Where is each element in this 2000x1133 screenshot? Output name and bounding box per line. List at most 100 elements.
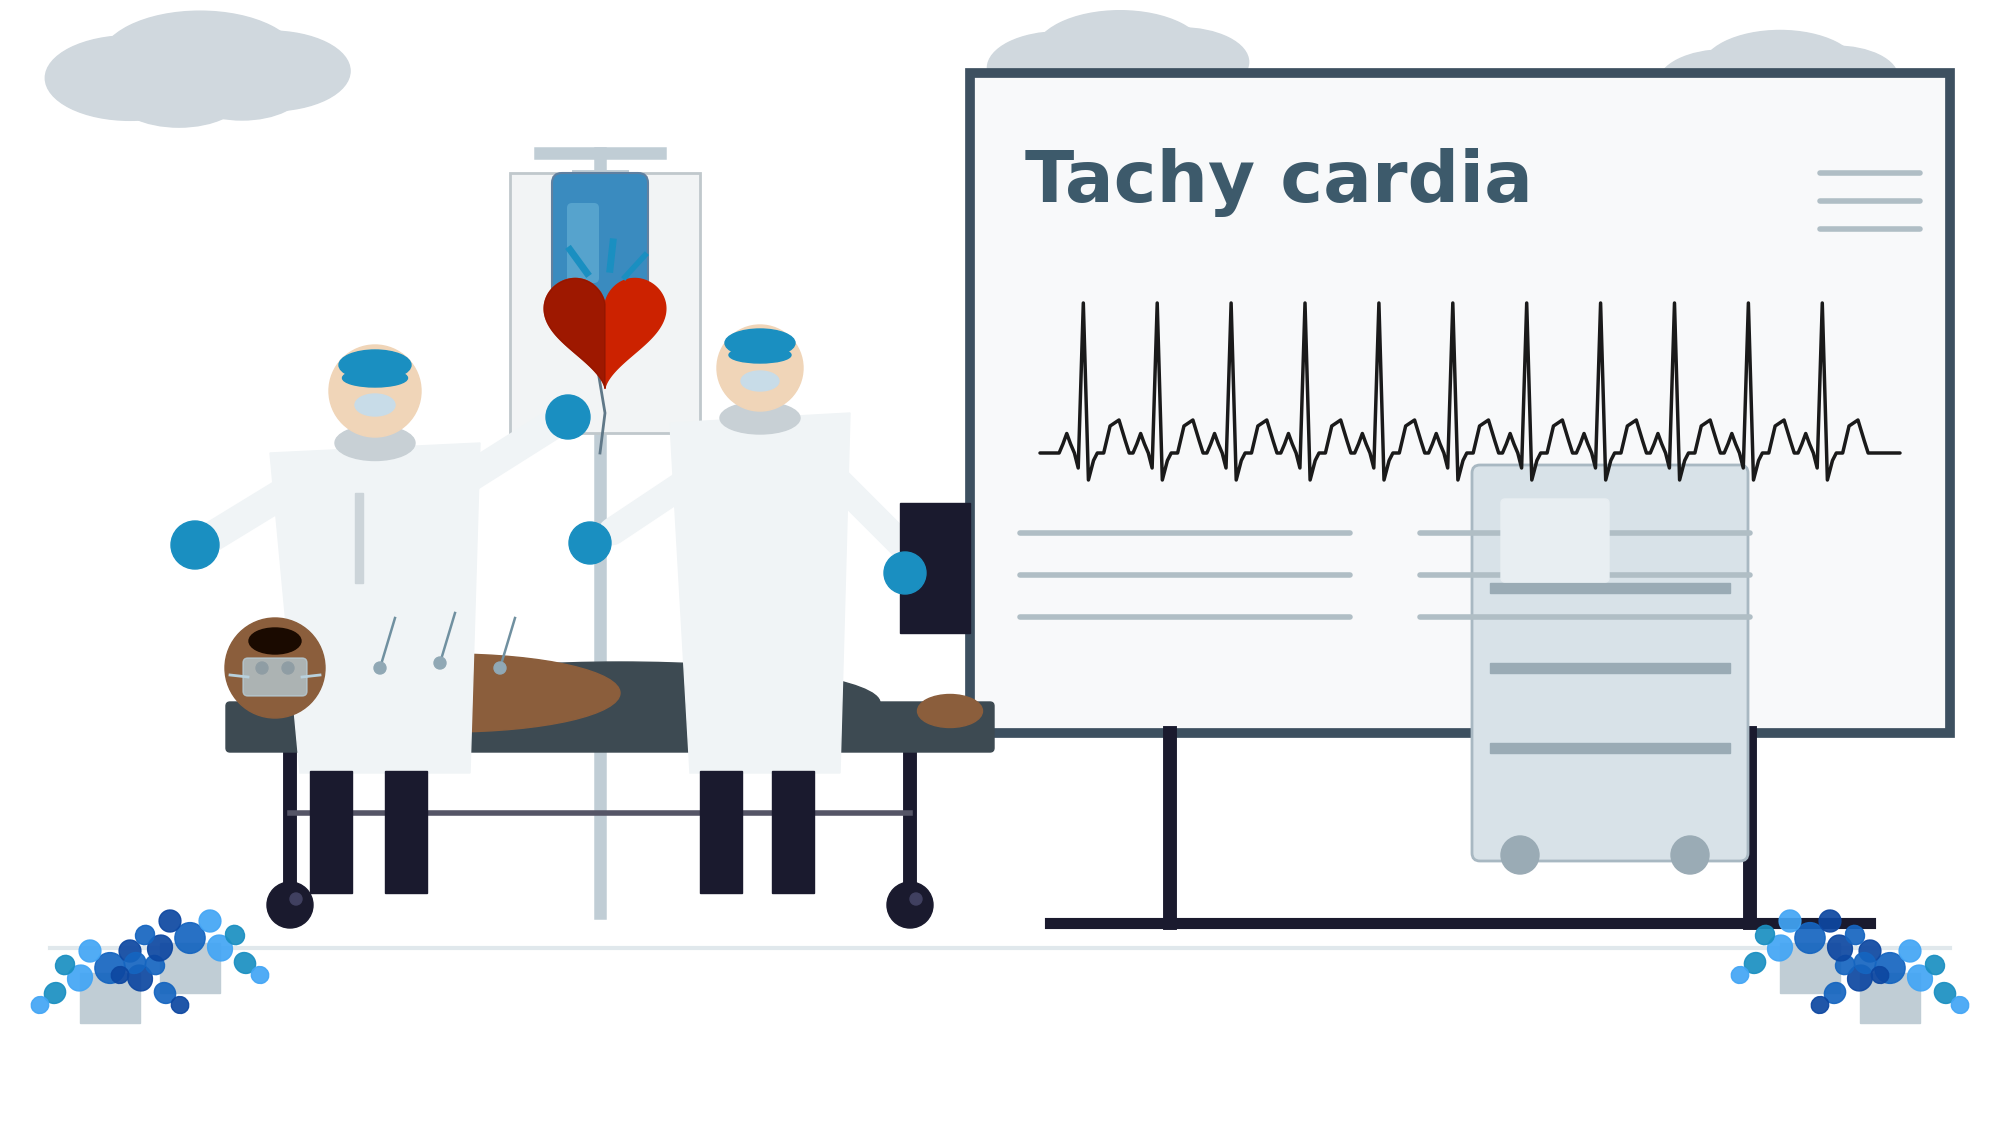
Circle shape: [494, 662, 506, 674]
Polygon shape: [900, 503, 970, 633]
Bar: [700, 770, 742, 893]
Ellipse shape: [248, 628, 300, 654]
Ellipse shape: [112, 966, 128, 983]
Ellipse shape: [1812, 997, 1828, 1014]
Ellipse shape: [154, 982, 176, 1004]
FancyArrowPatch shape: [212, 485, 298, 537]
Ellipse shape: [1780, 910, 1800, 932]
FancyBboxPatch shape: [1502, 499, 1610, 582]
Ellipse shape: [1926, 955, 1944, 974]
Ellipse shape: [1764, 68, 1862, 116]
Ellipse shape: [56, 955, 74, 974]
Bar: [384, 770, 428, 893]
Circle shape: [290, 893, 302, 905]
Ellipse shape: [280, 654, 620, 732]
Circle shape: [256, 662, 268, 674]
Ellipse shape: [1846, 926, 1864, 945]
Ellipse shape: [190, 31, 350, 111]
Ellipse shape: [1836, 955, 1854, 974]
Circle shape: [546, 395, 590, 438]
Circle shape: [374, 662, 386, 674]
Ellipse shape: [100, 11, 300, 111]
Bar: [160, 943, 220, 993]
FancyArrowPatch shape: [612, 475, 698, 531]
Ellipse shape: [360, 662, 880, 744]
Bar: [1860, 973, 1920, 1023]
Ellipse shape: [918, 695, 982, 727]
Ellipse shape: [146, 955, 164, 974]
Polygon shape: [544, 279, 666, 389]
FancyBboxPatch shape: [568, 203, 600, 283]
Ellipse shape: [1908, 965, 1932, 991]
Ellipse shape: [172, 997, 188, 1014]
Bar: [1490, 663, 1730, 673]
Circle shape: [888, 881, 932, 928]
Ellipse shape: [1848, 965, 1872, 991]
Polygon shape: [544, 279, 604, 389]
Ellipse shape: [1794, 922, 1826, 953]
Ellipse shape: [1872, 966, 1888, 983]
Ellipse shape: [32, 997, 48, 1014]
Ellipse shape: [1046, 54, 1158, 110]
FancyBboxPatch shape: [510, 173, 700, 433]
Ellipse shape: [342, 369, 408, 387]
Ellipse shape: [1768, 935, 1792, 961]
Ellipse shape: [1756, 926, 1774, 945]
Circle shape: [910, 893, 922, 905]
Ellipse shape: [1900, 940, 1920, 962]
Bar: [310, 770, 352, 893]
Circle shape: [328, 346, 420, 437]
Circle shape: [570, 522, 612, 564]
Ellipse shape: [1712, 70, 1814, 121]
Ellipse shape: [234, 953, 256, 973]
Ellipse shape: [1112, 27, 1248, 96]
FancyArrowPatch shape: [832, 475, 918, 561]
Ellipse shape: [252, 966, 268, 983]
Ellipse shape: [720, 402, 800, 434]
Bar: [1780, 943, 1840, 993]
Ellipse shape: [208, 935, 232, 961]
FancyArrowPatch shape: [462, 425, 552, 482]
Circle shape: [884, 552, 926, 594]
Ellipse shape: [1772, 46, 1898, 109]
Circle shape: [1500, 836, 1540, 874]
Bar: [1490, 743, 1730, 753]
Circle shape: [716, 325, 804, 411]
Ellipse shape: [340, 350, 412, 380]
Ellipse shape: [1854, 953, 1876, 973]
FancyBboxPatch shape: [226, 702, 994, 752]
Bar: [80, 973, 140, 1023]
Ellipse shape: [180, 59, 304, 120]
Circle shape: [434, 657, 446, 668]
Ellipse shape: [1732, 966, 1748, 983]
FancyBboxPatch shape: [552, 173, 648, 303]
Ellipse shape: [44, 982, 66, 1004]
Ellipse shape: [1952, 997, 1968, 1014]
Text: Tachy cardia: Tachy cardia: [1024, 148, 1532, 218]
Ellipse shape: [174, 922, 206, 953]
Circle shape: [282, 662, 294, 674]
Ellipse shape: [1702, 31, 1858, 109]
Polygon shape: [270, 443, 480, 773]
Polygon shape: [670, 414, 850, 773]
Ellipse shape: [46, 35, 214, 120]
Ellipse shape: [114, 62, 244, 127]
Ellipse shape: [1820, 910, 1840, 932]
Ellipse shape: [1874, 953, 1906, 983]
Ellipse shape: [68, 965, 92, 991]
Ellipse shape: [1828, 935, 1852, 961]
Ellipse shape: [148, 935, 172, 961]
Bar: [772, 770, 814, 893]
Ellipse shape: [728, 347, 792, 363]
Ellipse shape: [1934, 982, 1956, 1004]
FancyBboxPatch shape: [244, 658, 308, 696]
Ellipse shape: [336, 426, 416, 460]
Circle shape: [1672, 836, 1710, 874]
Bar: [1490, 583, 1730, 593]
Ellipse shape: [136, 926, 154, 945]
FancyBboxPatch shape: [970, 73, 1950, 733]
Ellipse shape: [356, 394, 396, 416]
Circle shape: [268, 881, 312, 928]
Ellipse shape: [94, 953, 126, 983]
Ellipse shape: [1824, 982, 1846, 1004]
